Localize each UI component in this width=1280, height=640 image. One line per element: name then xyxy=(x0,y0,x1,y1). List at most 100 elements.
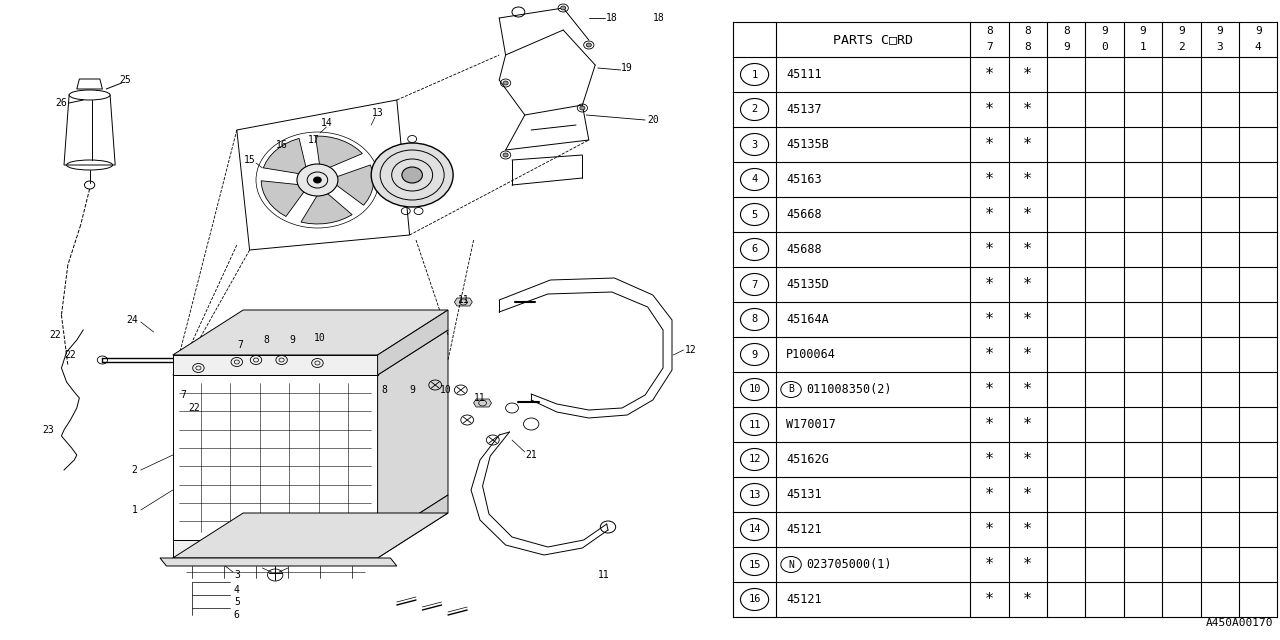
Text: 18: 18 xyxy=(653,13,666,23)
Text: 22: 22 xyxy=(49,330,61,340)
Text: 45162G: 45162G xyxy=(786,453,828,466)
Text: 45131: 45131 xyxy=(786,488,822,501)
Text: 4: 4 xyxy=(1254,42,1262,52)
Circle shape xyxy=(580,106,585,110)
Circle shape xyxy=(561,6,566,10)
Text: 023705000(1): 023705000(1) xyxy=(806,558,892,571)
Text: *: * xyxy=(1023,67,1033,82)
Text: 1: 1 xyxy=(751,70,758,79)
Text: *: * xyxy=(984,102,995,117)
Text: 25: 25 xyxy=(119,75,132,85)
Circle shape xyxy=(314,177,321,183)
Text: 9: 9 xyxy=(1139,26,1147,36)
Text: 3: 3 xyxy=(751,140,758,150)
Text: 17: 17 xyxy=(307,135,320,145)
Polygon shape xyxy=(261,180,308,216)
Text: *: * xyxy=(1023,452,1033,467)
Text: 9: 9 xyxy=(1254,26,1262,36)
Circle shape xyxy=(402,167,422,183)
Text: 14: 14 xyxy=(320,118,333,128)
Circle shape xyxy=(297,164,338,196)
Text: 45135D: 45135D xyxy=(786,278,828,291)
Text: A450A00170: A450A00170 xyxy=(1206,618,1274,628)
Text: 23: 23 xyxy=(42,425,55,435)
Text: 8: 8 xyxy=(1062,26,1070,36)
Text: 45121: 45121 xyxy=(786,593,822,606)
Text: 12: 12 xyxy=(749,454,760,465)
Text: *: * xyxy=(984,137,995,152)
Text: *: * xyxy=(984,522,995,537)
Text: 45111: 45111 xyxy=(786,68,822,81)
Ellipse shape xyxy=(69,90,110,100)
Text: *: * xyxy=(1023,207,1033,222)
Polygon shape xyxy=(315,136,362,172)
Text: 20: 20 xyxy=(646,115,659,125)
Text: 45137: 45137 xyxy=(786,103,822,116)
Text: W170017: W170017 xyxy=(786,418,836,431)
Text: 11: 11 xyxy=(474,393,486,403)
Polygon shape xyxy=(474,399,492,407)
Polygon shape xyxy=(173,513,448,558)
Text: *: * xyxy=(984,417,995,432)
Text: 45164A: 45164A xyxy=(786,313,828,326)
Polygon shape xyxy=(173,375,378,540)
Polygon shape xyxy=(160,558,397,566)
Text: 8: 8 xyxy=(381,385,387,395)
Text: *: * xyxy=(1023,522,1033,537)
Text: *: * xyxy=(1023,557,1033,572)
Text: *: * xyxy=(1023,137,1033,152)
Text: 22: 22 xyxy=(188,403,201,413)
Text: *: * xyxy=(1023,417,1033,432)
Text: 7: 7 xyxy=(238,340,243,350)
Text: 2: 2 xyxy=(132,465,137,475)
Text: 5: 5 xyxy=(751,209,758,220)
Text: *: * xyxy=(1023,312,1033,327)
Text: 15: 15 xyxy=(243,155,256,165)
Text: 9: 9 xyxy=(410,385,415,395)
Text: 10: 10 xyxy=(439,385,452,395)
Text: 12: 12 xyxy=(685,345,698,355)
Text: 10: 10 xyxy=(749,385,760,394)
Text: 8: 8 xyxy=(1024,42,1032,52)
Text: 8: 8 xyxy=(751,314,758,324)
Polygon shape xyxy=(173,540,378,558)
Text: 13: 13 xyxy=(749,490,760,499)
Text: B: B xyxy=(788,385,794,394)
Text: *: * xyxy=(1023,277,1033,292)
Circle shape xyxy=(371,143,453,207)
Text: 22: 22 xyxy=(64,350,77,360)
Text: *: * xyxy=(984,277,995,292)
Text: 11: 11 xyxy=(598,570,611,580)
Text: *: * xyxy=(984,207,995,222)
Text: 9: 9 xyxy=(1062,42,1070,52)
Text: 011008350(2): 011008350(2) xyxy=(806,383,892,396)
Text: 9: 9 xyxy=(289,335,294,345)
Text: PARTS C□RD: PARTS C□RD xyxy=(833,33,913,46)
Text: 45668: 45668 xyxy=(786,208,822,221)
Polygon shape xyxy=(301,188,352,224)
Text: 8: 8 xyxy=(1024,26,1032,36)
Text: *: * xyxy=(1023,172,1033,187)
Text: 9: 9 xyxy=(1178,26,1185,36)
Text: 6: 6 xyxy=(751,244,758,255)
Text: 16: 16 xyxy=(749,595,760,605)
Text: 4: 4 xyxy=(751,175,758,184)
Text: 8: 8 xyxy=(986,26,993,36)
Text: 15: 15 xyxy=(749,559,760,570)
Text: 19: 19 xyxy=(621,63,634,73)
Text: 1: 1 xyxy=(1139,42,1147,52)
Text: *: * xyxy=(1023,382,1033,397)
Polygon shape xyxy=(378,330,448,540)
Text: 4: 4 xyxy=(234,585,239,595)
Text: 21: 21 xyxy=(525,450,538,460)
Text: *: * xyxy=(984,67,995,82)
Polygon shape xyxy=(378,310,448,375)
Text: 0: 0 xyxy=(1101,42,1108,52)
Text: 45121: 45121 xyxy=(786,523,822,536)
Text: *: * xyxy=(984,242,995,257)
Polygon shape xyxy=(378,495,448,558)
Text: *: * xyxy=(984,172,995,187)
Text: 45163: 45163 xyxy=(786,173,822,186)
Text: 13: 13 xyxy=(371,108,384,118)
Text: 24: 24 xyxy=(125,315,138,325)
